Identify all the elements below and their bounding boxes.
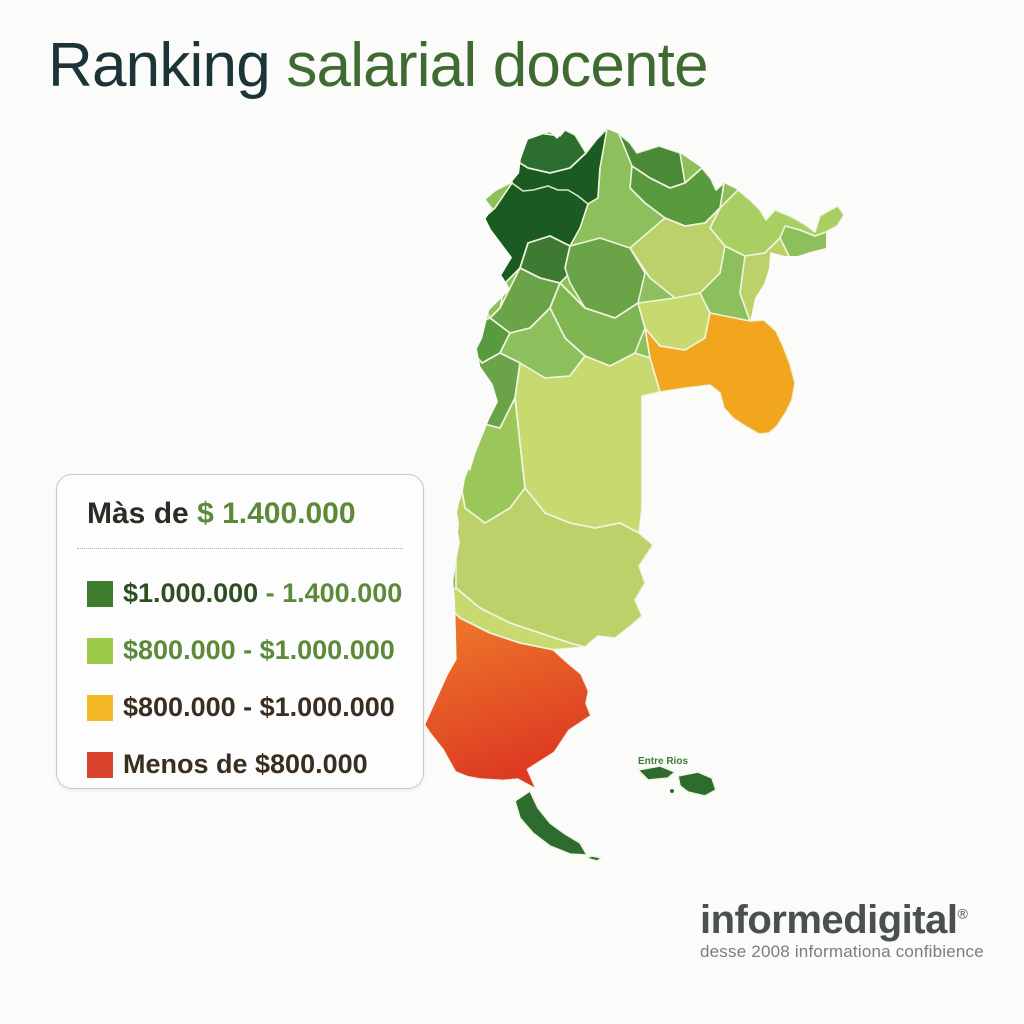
svg-text:Entre Rios: Entre Rios [638, 756, 688, 767]
